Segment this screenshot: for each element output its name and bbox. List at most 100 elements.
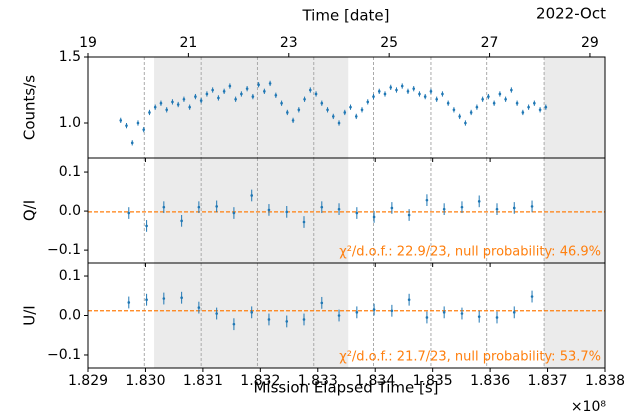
x-tick-label: 1.837 — [528, 373, 568, 389]
data-point — [188, 105, 191, 109]
data-point — [199, 99, 203, 102]
data-point — [515, 101, 519, 105]
data-point — [314, 92, 318, 96]
x2-tick-label: 23 — [280, 35, 298, 51]
x2-tick-label: 19 — [79, 35, 97, 51]
data-point — [354, 115, 358, 118]
data-point — [159, 101, 163, 105]
data-point — [176, 103, 180, 106]
data-point — [389, 86, 393, 89]
data-point — [162, 205, 166, 209]
data-point — [267, 208, 271, 212]
data-point — [527, 105, 530, 109]
data-point — [263, 90, 266, 93]
data-point — [171, 100, 174, 104]
data-point — [477, 200, 481, 203]
data-point — [390, 309, 394, 313]
data-point — [127, 211, 131, 215]
annotation: χ²/d.o.f.: 22.9/23, null probability: 46… — [339, 245, 601, 260]
data-point — [349, 105, 352, 109]
y-axis-label: Counts/s — [21, 75, 39, 140]
y-axis-label: U/I — [21, 305, 39, 325]
data-point — [407, 298, 411, 302]
x-tick-label: 1.834 — [355, 373, 395, 389]
data-point — [425, 198, 429, 202]
data-point — [145, 224, 148, 228]
data-point — [267, 318, 271, 321]
x2-tick-label: 27 — [481, 35, 499, 51]
shaded-region — [544, 158, 605, 263]
shaded-region — [544, 57, 605, 158]
data-point — [302, 318, 306, 321]
data-point — [460, 312, 464, 315]
data-point — [442, 311, 446, 314]
data-point — [492, 101, 496, 105]
data-point — [407, 213, 411, 217]
plot-area — [88, 158, 605, 263]
shaded-region — [154, 57, 349, 158]
data-point — [475, 105, 479, 109]
data-point — [127, 301, 131, 304]
data-point — [390, 206, 394, 210]
y-tick-label: 0.1 — [59, 268, 81, 284]
data-point — [372, 95, 375, 98]
data-point — [530, 295, 534, 298]
data-point — [145, 298, 148, 302]
data-point — [441, 92, 444, 96]
plot-area — [119, 57, 605, 158]
x-tick-label: 1.830 — [125, 373, 165, 389]
data-point — [355, 211, 359, 215]
data-point — [544, 105, 548, 109]
data-point — [182, 97, 186, 101]
data-point — [148, 111, 151, 114]
data-point — [360, 108, 364, 112]
data-point — [412, 87, 416, 90]
x2-tick-label: 29 — [581, 35, 599, 51]
data-point — [153, 105, 157, 109]
data-point — [418, 92, 421, 96]
data-point — [377, 90, 381, 93]
data-point — [495, 316, 499, 319]
data-point — [194, 95, 197, 98]
data-point — [142, 128, 146, 131]
data-point — [406, 90, 410, 93]
data-point — [320, 301, 324, 305]
x-tick-label: 1.836 — [470, 373, 510, 389]
data-point — [460, 205, 464, 209]
data-point — [215, 205, 218, 208]
data-point — [425, 316, 429, 319]
shaded-region — [154, 158, 349, 263]
data-point — [245, 87, 249, 90]
data-point — [320, 205, 324, 209]
data-point — [250, 311, 254, 314]
data-point — [481, 97, 484, 101]
data-point — [326, 108, 329, 112]
data-point — [250, 194, 254, 197]
shaded-region — [154, 263, 349, 368]
data-point — [180, 296, 183, 300]
y-tick-label: 1.5 — [59, 49, 81, 65]
data-point — [251, 95, 255, 98]
data-point — [442, 207, 446, 211]
data-point — [337, 121, 341, 125]
data-point — [165, 108, 168, 112]
data-point — [257, 83, 260, 87]
y-tick-label: 1.0 — [59, 115, 81, 131]
data-point — [285, 320, 289, 323]
data-point — [180, 219, 183, 223]
plot-area — [88, 263, 605, 368]
data-point — [355, 311, 359, 314]
data-point — [303, 97, 306, 101]
data-point — [383, 92, 387, 96]
data-point — [136, 121, 140, 125]
data-point — [498, 92, 502, 96]
y-tick-label: 0.0 — [59, 308, 81, 324]
data-point — [343, 111, 347, 114]
data-point — [302, 220, 306, 224]
data-point — [366, 100, 370, 104]
data-point — [400, 84, 404, 88]
data-point — [423, 95, 427, 98]
x-tick-label: 1.833 — [298, 373, 338, 389]
x2-tick-label: 25 — [380, 35, 398, 51]
